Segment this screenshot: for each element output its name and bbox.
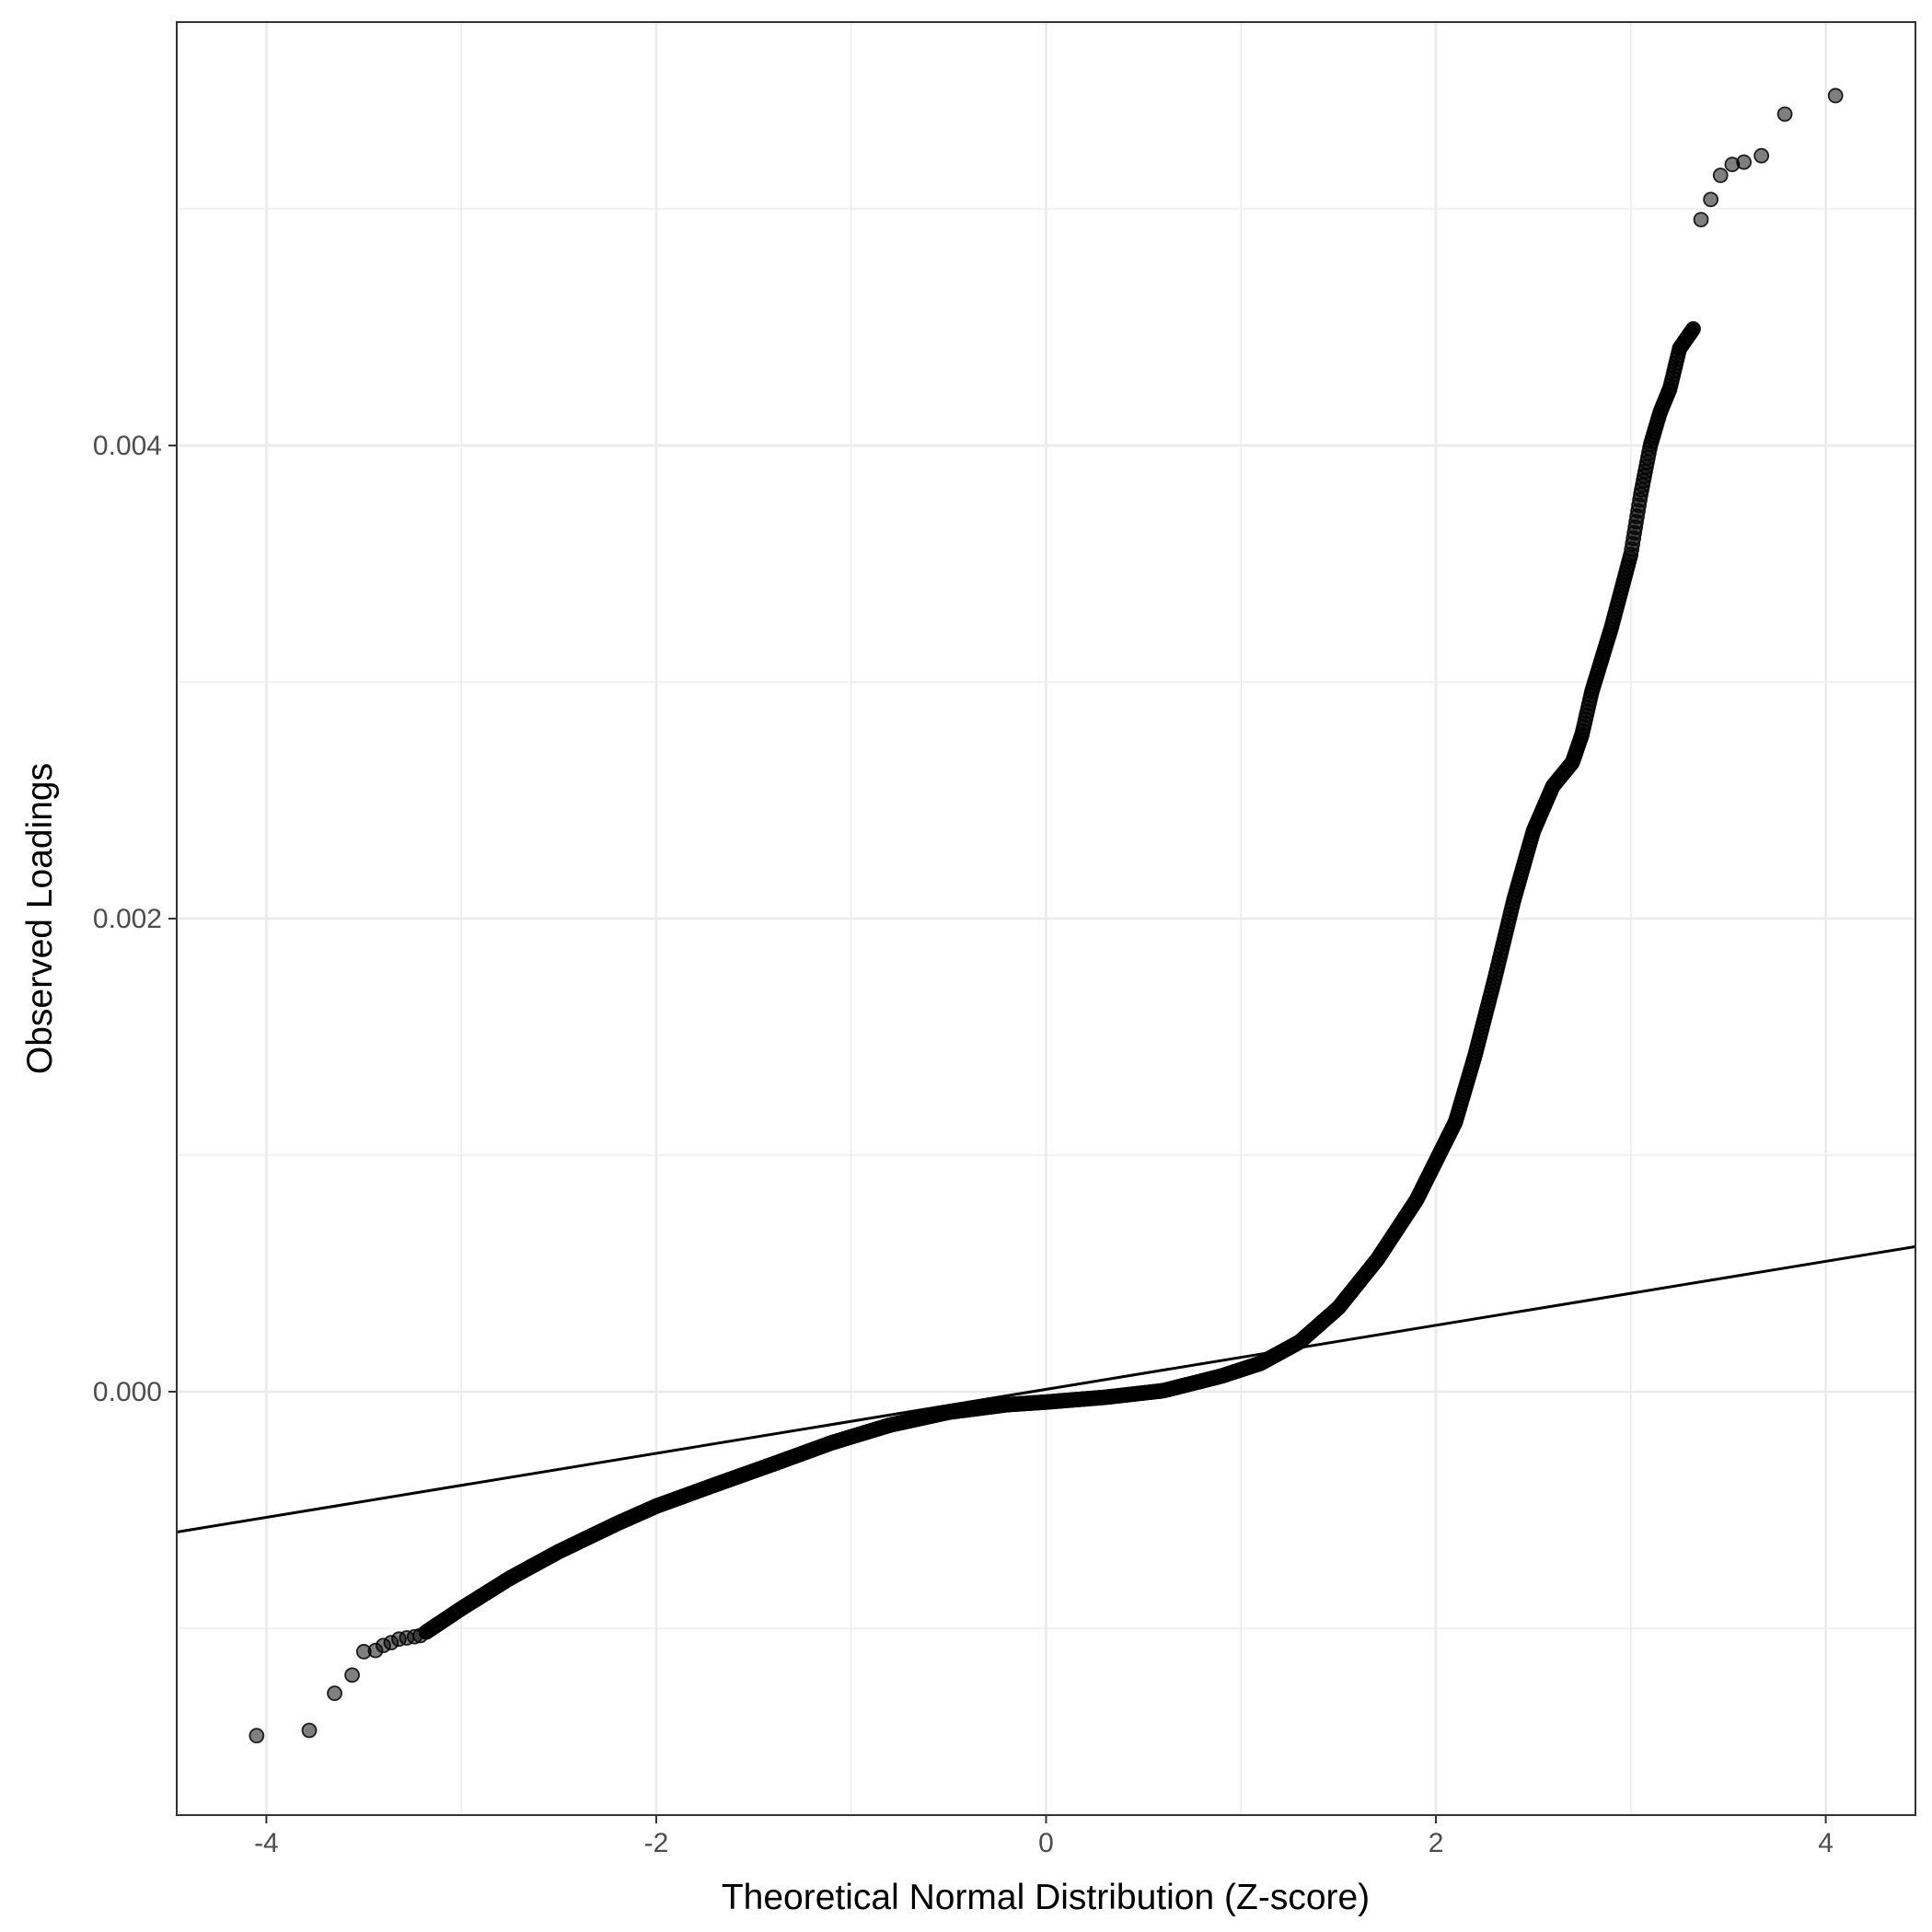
data-point bbox=[301, 1722, 318, 1739]
x-tick-label: 4 bbox=[1818, 1828, 1834, 1858]
data-point bbox=[1776, 106, 1793, 122]
x-tick-label: -2 bbox=[644, 1828, 669, 1858]
data-point bbox=[1753, 147, 1770, 164]
x-tick-label: 2 bbox=[1429, 1828, 1444, 1858]
data-point bbox=[1827, 87, 1844, 104]
qq-reference-line bbox=[176, 1244, 1916, 1533]
y-tick-label: 0.002 bbox=[93, 904, 162, 934]
data-point bbox=[1703, 191, 1719, 208]
data-point bbox=[1685, 320, 1701, 337]
y-axis-title: Observed Loadings bbox=[20, 763, 60, 1074]
reference-line-group bbox=[176, 1244, 1916, 1533]
data-point bbox=[327, 1685, 342, 1702]
data-point bbox=[1736, 154, 1753, 170]
x-tick-label: -4 bbox=[254, 1828, 279, 1858]
y-axis: 0.000 0.002 0.004 bbox=[93, 431, 177, 1407]
data-points bbox=[249, 87, 1844, 1744]
data-point bbox=[1712, 168, 1729, 183]
x-tick-label: 0 bbox=[1038, 1828, 1054, 1858]
data-point bbox=[249, 1728, 265, 1744]
y-tick-label: 0.000 bbox=[93, 1377, 162, 1407]
x-axis-title: Theoretical Normal Distribution (Z-score… bbox=[722, 1878, 1370, 1917]
major-gridlines bbox=[177, 22, 1915, 1815]
x-axis: -4 -2 0 2 4 bbox=[254, 1815, 1834, 1858]
data-point bbox=[344, 1667, 360, 1683]
data-point bbox=[1693, 212, 1709, 227]
y-tick-label: 0.004 bbox=[93, 431, 162, 461]
data-point bbox=[418, 1624, 434, 1640]
